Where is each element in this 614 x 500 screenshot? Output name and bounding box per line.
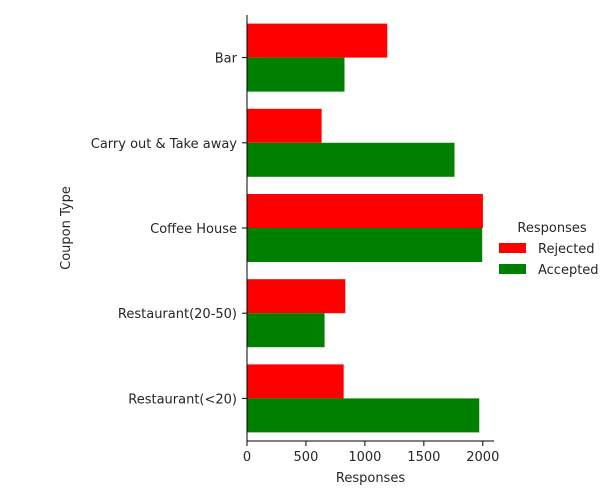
bar-accepted-4: [247, 398, 480, 433]
bar-rejected-4: [247, 364, 344, 399]
legend-label-rejected: Rejected: [538, 242, 595, 257]
x-axis-title: Responses: [336, 471, 405, 486]
y-tick-label: Restaurant(<20): [128, 392, 237, 407]
bar-rejected-0: [247, 23, 388, 58]
legend-label-accepted: Accepted: [538, 263, 599, 278]
legend-swatch-rejected: [499, 243, 526, 253]
legend: Responses Rejected Accepted: [499, 221, 599, 278]
x-tick-label: 1000: [348, 450, 381, 465]
x-tick-label: 1500: [407, 450, 440, 465]
y-tick-label: Bar: [215, 52, 238, 67]
legend-title: Responses: [517, 221, 586, 236]
y-tick-label: Carry out & Take away: [91, 137, 238, 152]
bar-accepted-1: [247, 142, 455, 177]
bar-rejected-3: [247, 279, 346, 314]
legend-swatch-accepted: [499, 264, 526, 274]
y-axis-ticks: Bar Carry out & Take away Coffee House Rest…: [91, 52, 247, 407]
bar-rejected-2: [247, 194, 483, 228]
bar-accepted-3: [247, 313, 325, 348]
x-tick-label: 500: [294, 450, 319, 465]
bars-group: [247, 23, 483, 433]
bar-accepted-2: [247, 228, 483, 262]
y-tick-label: Coffee House: [150, 222, 237, 237]
bar-rejected-1: [247, 108, 322, 143]
y-axis-title: Coupon Type: [59, 186, 74, 270]
bar-accepted-0: [247, 57, 345, 92]
y-tick-label: Restaurant(20-50): [118, 307, 237, 322]
x-tick-label: 2000: [466, 450, 499, 465]
x-axis-ticks: 0 500 1000 1500 2000: [243, 441, 499, 465]
x-tick-label: 0: [243, 450, 251, 465]
